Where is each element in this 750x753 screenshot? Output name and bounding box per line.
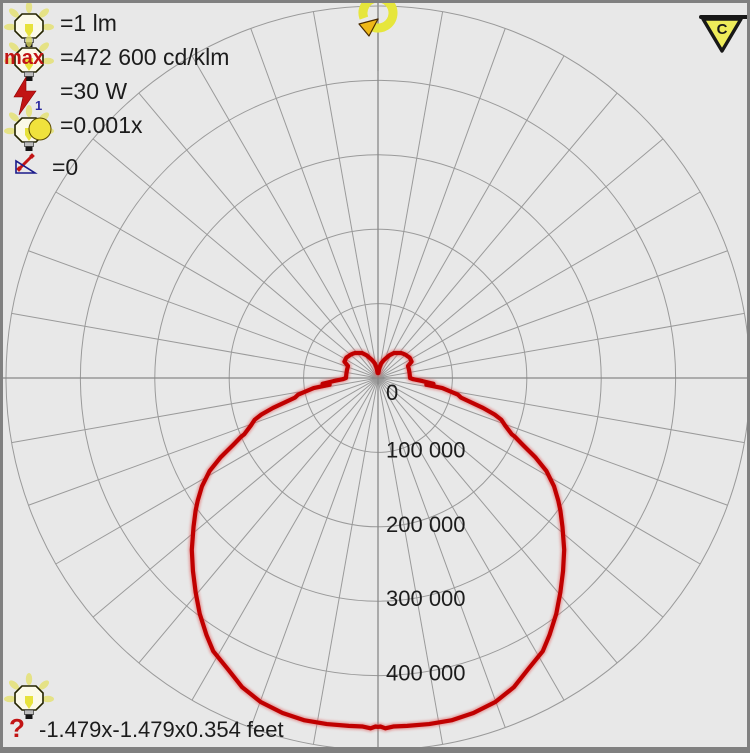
svg-text:=0: =0 xyxy=(52,154,78,180)
svg-text:max: max xyxy=(4,47,44,69)
svg-text:=472 600 cd/klm: =472 600 cd/klm xyxy=(60,44,229,70)
svg-text:1: 1 xyxy=(35,98,42,113)
svg-text:300 000: 300 000 xyxy=(386,586,466,611)
svg-text:=0.001x: =0.001x xyxy=(60,112,143,138)
svg-text:400 000: 400 000 xyxy=(386,661,466,686)
svg-text:C: C xyxy=(717,21,728,38)
svg-text:?: ? xyxy=(9,713,25,743)
svg-text:-1.479x-1.479x0.354 feet: -1.479x-1.479x0.354 feet xyxy=(39,717,284,742)
svg-text:0: 0 xyxy=(386,380,398,405)
svg-text:=30 W: =30 W xyxy=(60,78,127,104)
svg-text:=1 lm: =1 lm xyxy=(60,10,117,36)
svg-text:100 000: 100 000 xyxy=(386,437,466,462)
svg-text:200 000: 200 000 xyxy=(386,512,466,537)
